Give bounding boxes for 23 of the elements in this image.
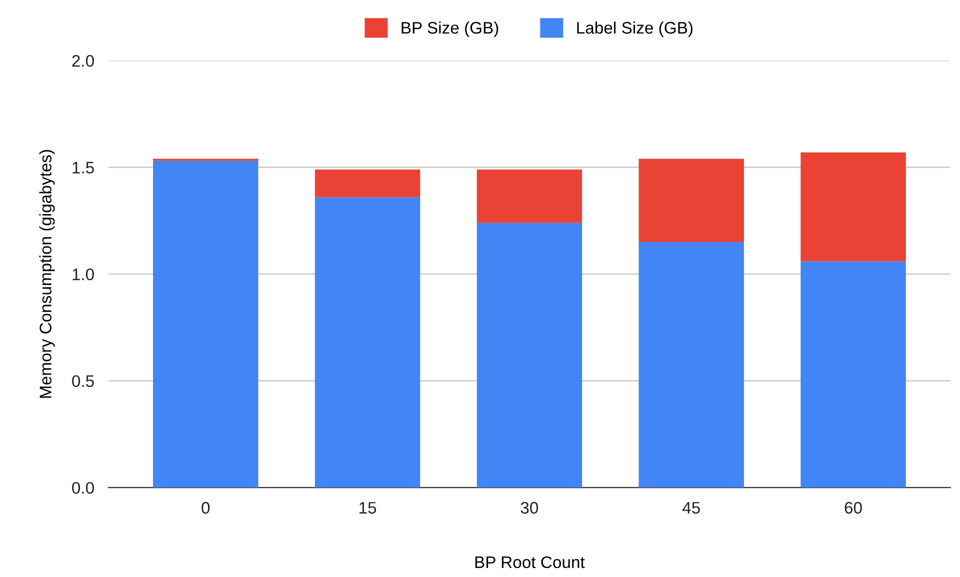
- bar: [476, 222, 582, 488]
- y-tick-label: 1.5: [72, 162, 94, 174]
- x-tick-label: 60: [844, 502, 862, 514]
- legend-label: Label Size (GB): [577, 21, 692, 37]
- bar: [314, 169, 420, 198]
- bar: [800, 152, 906, 262]
- bar: [314, 197, 420, 488]
- bar: [638, 242, 744, 488]
- bar: [153, 160, 258, 488]
- x-tick-label: 45: [682, 502, 700, 514]
- y-axis-title: Memory Consumption (gigabytes): [39, 150, 55, 398]
- bar: [476, 169, 582, 223]
- bar: [800, 261, 906, 488]
- legend-label: BP Size (GB): [402, 21, 498, 37]
- bar: [638, 158, 744, 242]
- x-tick-label: 0: [202, 502, 210, 514]
- x-tick-label: 15: [360, 502, 376, 514]
- y-tick-label: 0.5: [72, 375, 94, 388]
- y-tick-label: 2.0: [72, 54, 94, 67]
- y-tick-label: 0.0: [72, 482, 94, 494]
- y-tick-label: 1.0: [72, 268, 94, 280]
- x-tick-label: 30: [520, 502, 538, 514]
- x-axis-title: BP Root Count: [475, 556, 585, 568]
